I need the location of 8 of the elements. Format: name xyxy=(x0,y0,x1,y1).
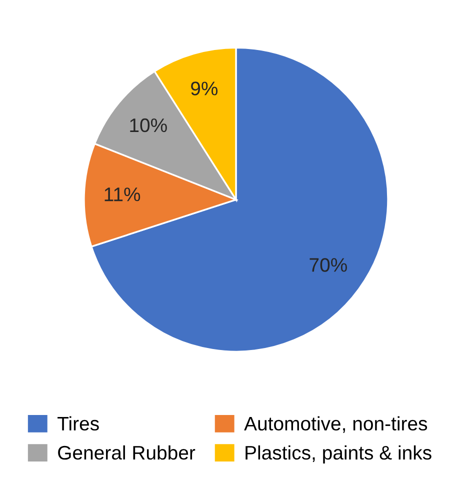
legend-label: Plastics, paints & inks xyxy=(246,445,432,464)
legend-label: Tires xyxy=(58,416,99,431)
data-label: 10% xyxy=(130,118,167,132)
legend-label: Automotive, non-tires xyxy=(244,416,428,433)
data-label: 11% xyxy=(104,188,140,202)
legend-label: General Rubber xyxy=(58,445,196,460)
data-label: 70% xyxy=(310,258,347,272)
data-label: 9% xyxy=(191,82,218,96)
